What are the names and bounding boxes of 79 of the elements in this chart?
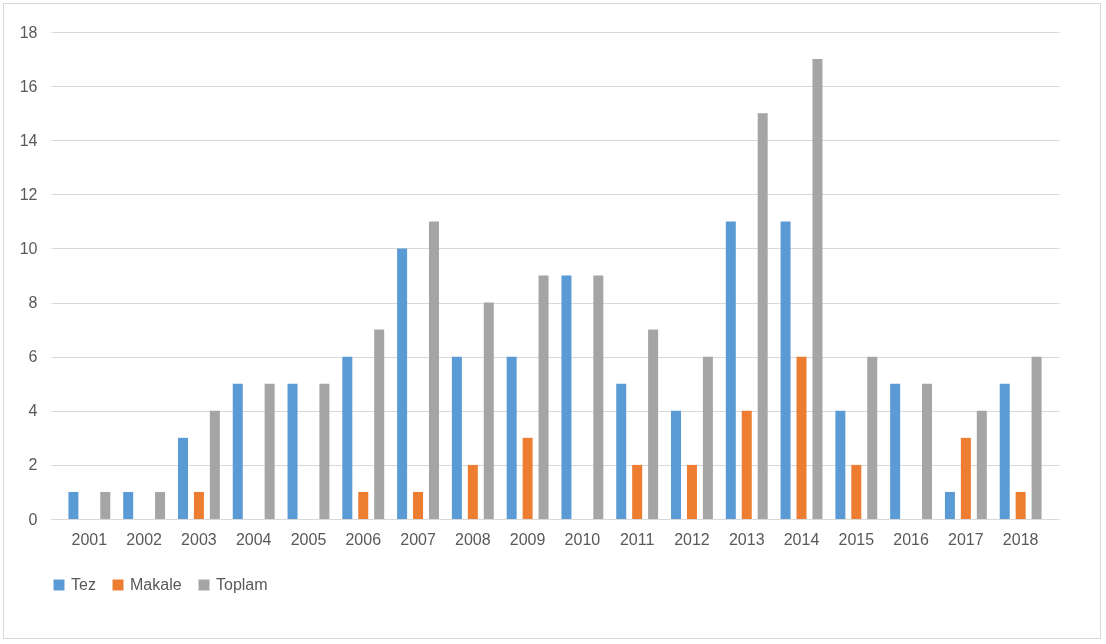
bar [319, 383, 330, 519]
bar [483, 302, 494, 519]
x-tick-label: 2017 [948, 530, 984, 548]
x-tick-label: 2016 [893, 530, 929, 548]
bar [1031, 356, 1042, 519]
bar [867, 356, 878, 519]
x-tick-label: 2008 [455, 530, 491, 548]
bar [193, 491, 204, 519]
bar [100, 491, 111, 519]
bar [522, 437, 533, 519]
x-tick-label: 2012 [674, 530, 710, 548]
bar [835, 410, 846, 519]
bar [413, 491, 424, 519]
x-tick-label: 2005 [290, 530, 327, 548]
bar [999, 383, 1010, 519]
legend-label: Toplam [216, 576, 268, 593]
y-tick-label: 0 [28, 510, 38, 528]
bar [702, 356, 713, 519]
bar [632, 464, 643, 519]
bar [686, 464, 697, 519]
bar [68, 491, 79, 519]
y-tick-label: 14 [19, 131, 38, 149]
legend-label: Makale [130, 576, 182, 593]
bar [506, 356, 517, 519]
bar [397, 248, 408, 519]
bar [538, 275, 549, 519]
bar [944, 491, 955, 519]
bar [342, 356, 353, 519]
x-tick-label: 2004 [235, 530, 272, 548]
bar [890, 383, 901, 519]
x-tick-label: 2011 [619, 530, 655, 548]
bar [616, 383, 627, 519]
y-tick-label: 6 [28, 348, 38, 366]
y-tick-label: 4 [28, 402, 38, 420]
x-tick-label: 2013 [728, 530, 765, 548]
x-tick-label: 2006 [345, 530, 382, 548]
legend-label: Tez [71, 576, 96, 593]
bar [123, 491, 134, 519]
bar [155, 491, 166, 519]
y-tick-label: 10 [19, 239, 38, 257]
bar [358, 491, 369, 519]
bar [725, 221, 736, 519]
x-tick-label: 2001 [71, 530, 108, 548]
x-tick-label: 2018 [1002, 530, 1039, 548]
bar [374, 329, 385, 519]
bar [757, 113, 768, 519]
bar [671, 410, 682, 519]
bar [812, 59, 823, 519]
y-tick-label: 8 [28, 294, 38, 312]
bar [428, 221, 439, 519]
x-tick-label: 2014 [783, 530, 820, 548]
bar [264, 383, 275, 519]
bar [741, 410, 752, 519]
x-tick-label: 2002 [126, 530, 163, 548]
bar [177, 437, 188, 519]
bar [780, 221, 791, 519]
bar [467, 464, 478, 519]
bar [232, 383, 243, 519]
y-tick-label: 16 [19, 77, 38, 95]
bar [593, 275, 604, 519]
bar [851, 464, 862, 519]
bar [287, 383, 298, 519]
bar [648, 329, 659, 519]
bar [209, 410, 220, 519]
y-tick-label: 2 [28, 456, 38, 474]
x-tick-label: 2015 [838, 530, 875, 548]
bar [960, 437, 971, 519]
y-tick-label: 12 [19, 185, 38, 203]
bar [1015, 491, 1026, 519]
x-tick-label: 2003 [181, 530, 217, 548]
x-tick-label: 2009 [509, 530, 546, 548]
bar [561, 275, 572, 519]
bar [796, 356, 807, 519]
x-tick-label: 2010 [564, 530, 601, 548]
bar [922, 383, 933, 519]
bar [451, 356, 462, 519]
bar [976, 410, 987, 519]
y-tick-label: 18 [19, 23, 38, 41]
x-tick-label: 2007 [400, 530, 436, 548]
